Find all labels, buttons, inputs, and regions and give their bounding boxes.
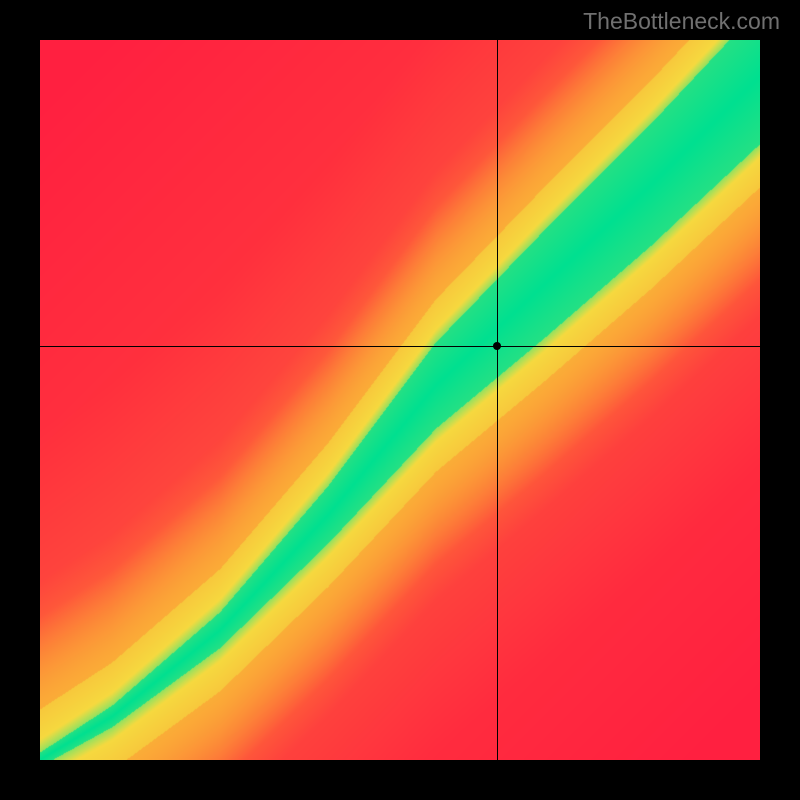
heatmap-plot: [40, 40, 760, 760]
watermark-text: TheBottleneck.com: [583, 8, 780, 35]
heatmap-canvas: [40, 40, 760, 760]
crosshair-horizontal: [40, 346, 760, 347]
crosshair-vertical: [497, 40, 498, 760]
crosshair-marker: [493, 342, 501, 350]
